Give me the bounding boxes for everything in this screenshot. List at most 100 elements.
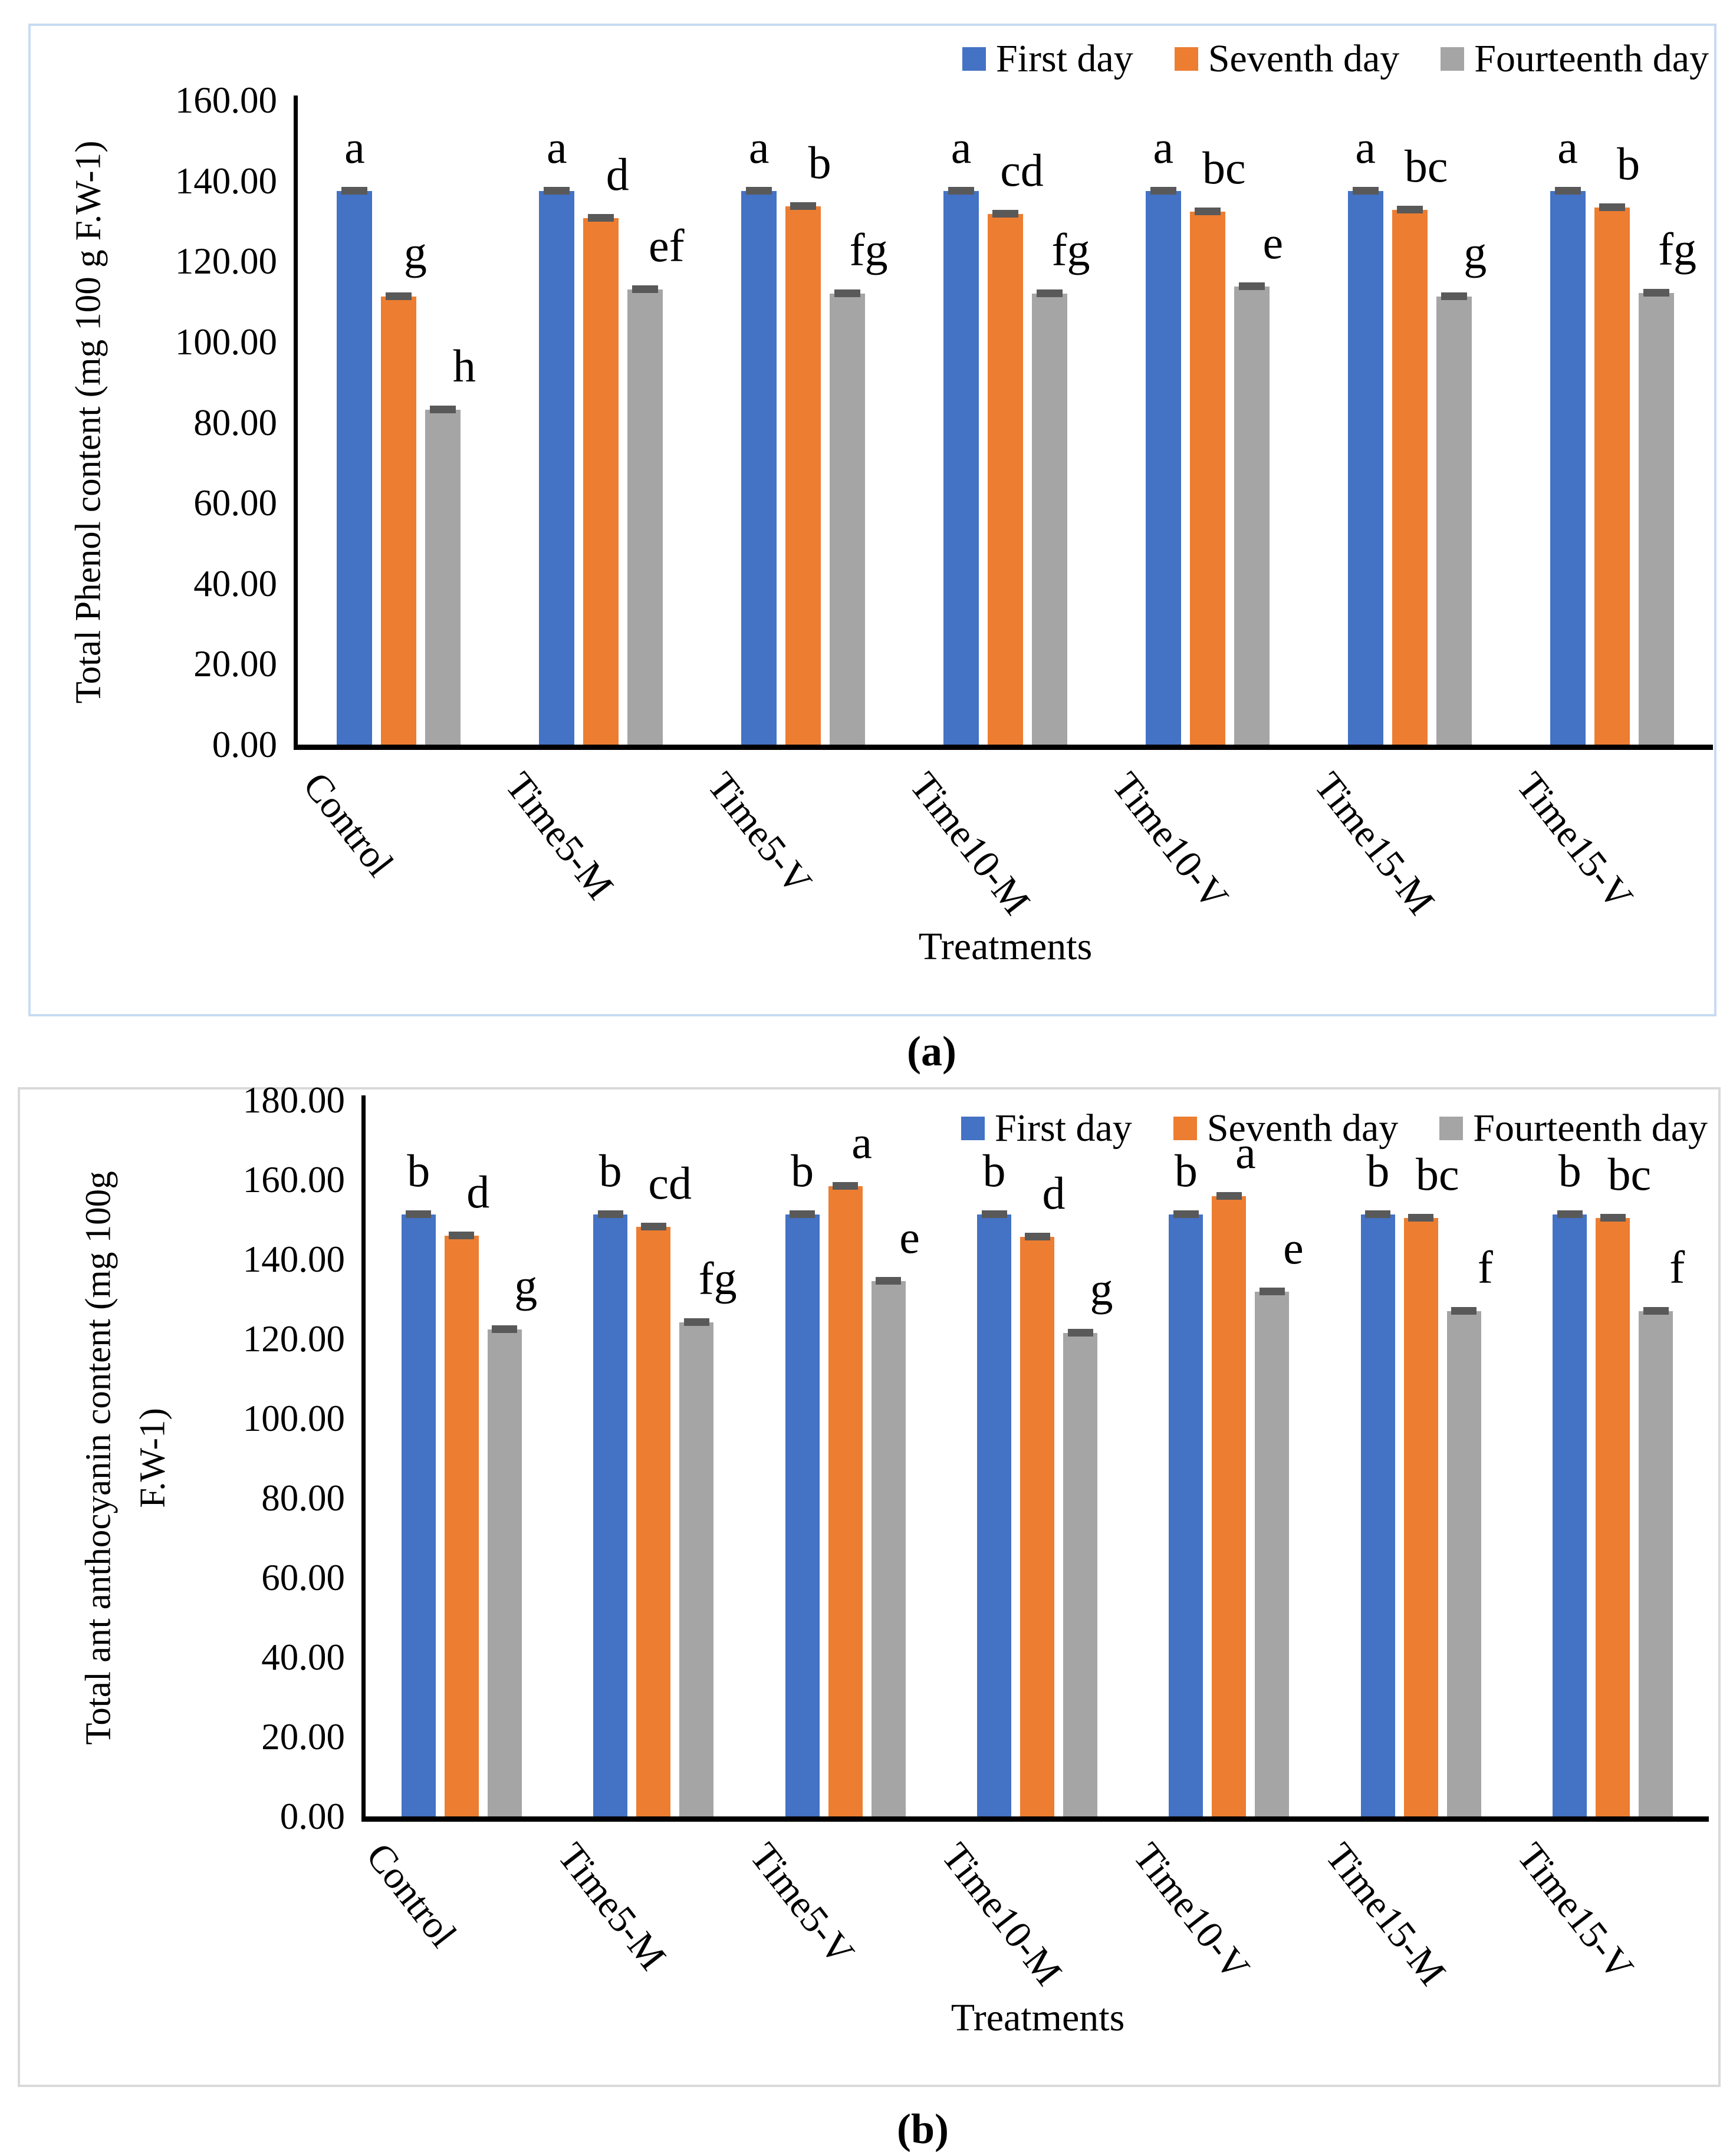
legend-item-label: Seventh day (1206, 1107, 1399, 1150)
chart-a-sig-letter: cd (1000, 144, 1044, 196)
chart-b-y-tick-label: 140.00 (242, 1239, 345, 1280)
chart-a-y-tick-label: 80.00 (193, 401, 277, 443)
chart-a-y-tick-label: 120.00 (175, 241, 277, 282)
chart-a-bar-first-day-time15-v (1550, 190, 1586, 745)
error-bar-cap (948, 186, 974, 195)
chart-a-y-tick-label: 0.00 (212, 724, 277, 765)
chart-b-bar-fourteenth-day-time10-m (1063, 1332, 1097, 1816)
chart-b-bar-first-day-time15-m (1360, 1214, 1395, 1816)
chart-a-caption: (a) (907, 1028, 956, 1075)
chart-b-sig-letter: b (1174, 1145, 1198, 1197)
chart-b-bar-seventh-day-time5-v (828, 1186, 863, 1816)
legend-swatch-icon (1173, 1117, 1197, 1140)
chart-a-bar-first-day-time5-v (741, 190, 777, 745)
error-bar-cap (1643, 288, 1669, 297)
error-bar-cap (1173, 1210, 1199, 1219)
chart-b-y-tick-label: 40.00 (261, 1637, 345, 1678)
chart-b-y-tick-label: 0.00 (279, 1796, 345, 1837)
chart-b-bar-first-day-time15-v (1553, 1214, 1587, 1816)
chart-a-sig-letter: g (1464, 227, 1487, 279)
chart-a-y-axis-line (294, 96, 298, 750)
error-bar-cap (1554, 186, 1581, 195)
error-bar-cap (1365, 1210, 1391, 1219)
chart-b-bar-seventh-day-time10-m (1020, 1236, 1054, 1816)
error-bar-cap (341, 186, 368, 195)
chart-a-sig-letter: a (1153, 121, 1174, 173)
chart-a-bar-first-day-time10-m (943, 190, 979, 745)
chart-a-x-axis-title: Treatments (918, 925, 1093, 968)
chart-b-y-tick-label: 180.00 (242, 1079, 345, 1121)
legend-item-label: First day (995, 37, 1133, 80)
chart-a-bar-fourteenth-day-time15-v (1638, 292, 1674, 745)
chart-a-y-tick-label: 160.00 (175, 80, 277, 121)
chart-b-sig-letter: b (407, 1145, 430, 1197)
chart-a-bar-fourteenth-day-control (425, 409, 461, 745)
chart-b-bar-first-day-time5-m (593, 1214, 628, 1816)
chart-b-y-tick-label: 120.00 (242, 1318, 345, 1360)
error-bar-cap (544, 186, 570, 195)
chart-a-bar-seventh-day-control (381, 296, 417, 745)
legend-item-seventh-day: Seventh day (1174, 37, 1399, 81)
chart-a-sig-letter: a (1355, 121, 1376, 173)
legend-swatch-icon (1174, 47, 1198, 71)
chart-a-sig-letter: bc (1202, 141, 1246, 193)
error-bar-cap (1216, 1192, 1242, 1200)
chart-a-bar-seventh-day-time15-v (1594, 207, 1630, 745)
error-bar-cap (1024, 1232, 1050, 1240)
chart-a-bar-seventh-day-time5-m (583, 218, 619, 745)
chart-a-bar-first-day-time10-v (1145, 190, 1181, 745)
error-bar-cap (1557, 1210, 1583, 1219)
chart-b-y-tick-label: 20.00 (261, 1716, 345, 1757)
legend-item-fourteenth-day: Fourteenth day (1441, 37, 1709, 81)
chart-b-sig-letter: cd (648, 1157, 692, 1209)
legend-item-label: First day (994, 1107, 1132, 1150)
error-bar-cap (833, 1182, 859, 1190)
chart-a-sig-letter: fg (849, 223, 888, 275)
chart-a-sig-letter: g (403, 226, 427, 278)
chart-b-y-tick-label: 160.00 (242, 1159, 345, 1200)
chart-b-bar-first-day-control (401, 1214, 436, 1816)
chart-a-sig-letter: a (1557, 121, 1578, 173)
error-bar-cap (1643, 1307, 1669, 1315)
chart-a-y-tick-label: 20.00 (193, 643, 277, 685)
chart-b-y-tick-label: 60.00 (261, 1557, 345, 1598)
error-bar-cap (981, 1210, 1007, 1219)
chart-b-legend: First day Seventh day Fourteenth day (961, 1106, 1708, 1151)
error-bar-cap (588, 214, 614, 222)
error-bar-cap (430, 405, 456, 413)
error-bar-cap (1451, 1307, 1477, 1315)
legend-swatch-icon (962, 47, 986, 71)
error-bar-cap (449, 1231, 475, 1239)
chart-b-y-tick-label: 80.00 (261, 1477, 345, 1519)
chart-b-sig-letter: a (851, 1117, 872, 1168)
chart-b-sig-letter: b (791, 1145, 814, 1197)
chart-b-bar-first-day-time5-v (785, 1214, 820, 1816)
chart-a-sig-letter: a (546, 121, 567, 173)
legend-item-fourteenth-day: Fourteenth day (1439, 1106, 1708, 1151)
legend-item-first-day: First day (962, 37, 1133, 81)
chart-a-bar-first-day-time15-m (1347, 190, 1383, 745)
chart-a-sig-letter: fg (1051, 223, 1090, 275)
chart-b-y-tick-label: 100.00 (242, 1398, 345, 1439)
error-bar-cap (640, 1222, 666, 1230)
chart-b-bar-fourteenth-day-time10-v (1255, 1292, 1290, 1816)
chart-b-bar-fourteenth-day-control (487, 1329, 522, 1816)
chart-a-sig-letter: b (808, 137, 831, 189)
chart-b-caption: (b) (897, 2105, 949, 2152)
legend-item-first-day: First day (961, 1106, 1132, 1151)
error-bar-cap (1352, 186, 1379, 195)
error-bar-cap (386, 292, 412, 300)
chart-a-sig-letter: bc (1404, 140, 1448, 192)
chart-a-bar-first-day-control (337, 190, 373, 745)
chart-a-bar-fourteenth-day-time10-v (1234, 286, 1270, 745)
chart-a-bar-seventh-day-time5-v (785, 206, 821, 745)
chart-b-bar-first-day-time10-v (1169, 1214, 1203, 1816)
chart-b-y-axis-line (361, 1095, 366, 1822)
chart-a-y-tick-label: 60.00 (193, 482, 277, 524)
chart-b-bar-fourteenth-day-time15-v (1639, 1311, 1673, 1816)
chart-b-sig-letter: bc (1416, 1148, 1459, 1200)
error-bar-cap (1194, 207, 1221, 215)
legend-swatch-icon (961, 1117, 985, 1140)
chart-a-sig-letter: h (452, 340, 476, 391)
chart-b-sig-letter: a (1235, 1127, 1256, 1179)
